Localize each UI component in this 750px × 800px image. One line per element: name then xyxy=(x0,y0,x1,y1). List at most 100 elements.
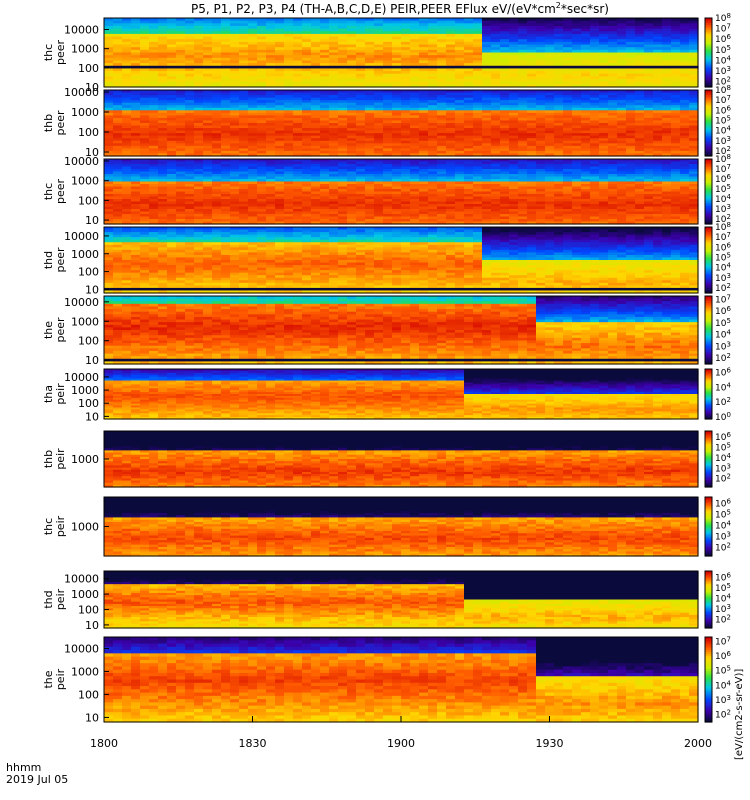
heatmap-cell xyxy=(221,18,231,22)
panel-frame xyxy=(103,17,699,88)
heatmap-cell xyxy=(302,36,312,40)
heatmap-cell xyxy=(293,33,303,38)
heatmap-cell xyxy=(518,36,528,40)
heatmap-cell xyxy=(113,133,123,137)
heatmap-cell xyxy=(599,18,609,22)
heatmap-cell xyxy=(356,31,366,35)
heatmap-cell xyxy=(581,65,591,70)
heatmap-cell xyxy=(437,81,447,85)
heatmap-cell xyxy=(644,39,654,43)
heatmap-cell xyxy=(104,125,114,129)
heatmap-cell xyxy=(491,41,501,46)
heatmap-cell xyxy=(149,52,159,56)
heatmap-cell xyxy=(203,65,213,70)
heatmap-cell xyxy=(338,55,348,59)
heatmap-cell xyxy=(221,47,231,51)
heatmap-cell xyxy=(329,23,339,27)
heatmap-cell xyxy=(185,65,195,70)
heatmap-cell xyxy=(608,20,618,24)
heatmap-cell xyxy=(185,31,195,35)
heatmap-cell xyxy=(464,63,474,67)
heatmap-cell xyxy=(113,31,123,35)
heatmap-cell xyxy=(167,73,177,77)
heatmap-cell xyxy=(626,31,636,35)
heatmap-cell xyxy=(338,18,348,22)
heatmap-cell xyxy=(176,55,186,59)
heatmap-cell xyxy=(527,73,537,77)
heatmap-cell xyxy=(599,25,609,30)
heatmap-cell xyxy=(653,47,663,51)
heatmap-cell xyxy=(437,39,447,43)
heatmap-cell xyxy=(527,41,537,46)
heatmap-cell xyxy=(113,76,123,80)
heatmap-cell xyxy=(527,49,537,54)
heatmap-cell xyxy=(293,31,303,35)
heatmap-cell xyxy=(176,18,186,22)
heatmap-cell xyxy=(113,44,123,48)
heatmap-cell xyxy=(455,60,465,64)
heatmap-cell xyxy=(248,57,258,62)
heatmap-cell xyxy=(599,76,609,80)
heatmap-cell xyxy=(158,60,168,64)
heatmap-cell xyxy=(662,41,672,46)
heatmap-cell xyxy=(509,71,519,75)
heatmap-cell xyxy=(158,79,168,83)
heatmap-cell xyxy=(248,84,258,88)
heatmap-cell xyxy=(203,81,213,85)
heatmap-cell xyxy=(185,23,195,27)
heatmap-cell xyxy=(293,76,303,80)
heatmap-cell xyxy=(581,52,591,56)
heatmap-cell xyxy=(203,68,213,72)
heatmap-cell xyxy=(437,73,447,77)
heatmap-cell xyxy=(185,33,195,38)
heatmap-cell xyxy=(365,52,375,56)
heatmap-cell xyxy=(509,23,519,27)
heatmap-cell xyxy=(455,44,465,48)
heatmap-cell xyxy=(626,49,636,54)
heatmap-cell xyxy=(320,63,330,67)
heatmap-cell xyxy=(527,63,537,67)
heatmap-cell xyxy=(374,68,384,72)
heatmap-cell xyxy=(230,60,240,64)
heatmap-cell xyxy=(104,71,114,75)
heatmap-cell xyxy=(617,68,627,72)
heatmap-cell xyxy=(671,49,681,54)
heatmap-cell xyxy=(122,117,132,122)
heatmap-cell xyxy=(626,79,636,83)
heatmap-cell xyxy=(500,39,510,43)
heatmap-cell xyxy=(302,25,312,30)
heatmap-cell xyxy=(608,33,618,38)
heatmap-cell xyxy=(563,52,573,56)
heatmap-cell xyxy=(536,55,546,59)
heatmap-cell xyxy=(347,25,357,30)
heatmap-cell xyxy=(383,76,393,80)
heatmap-cell xyxy=(293,28,303,32)
heatmap-cell xyxy=(572,25,582,30)
heatmap-cell xyxy=(401,73,411,77)
heatmap-cell xyxy=(428,39,438,43)
heatmap-cell xyxy=(392,79,402,83)
heatmap-cell xyxy=(347,31,357,35)
heatmap-cell xyxy=(662,68,672,72)
heatmap-cell xyxy=(617,81,627,85)
heatmap-cell xyxy=(689,39,699,43)
heatmap-cell xyxy=(176,73,186,77)
heatmap-cell xyxy=(419,60,429,64)
heatmap-cell xyxy=(104,133,114,137)
heatmap-cell xyxy=(113,28,123,32)
heatmap-cell xyxy=(428,33,438,38)
heatmap-cell xyxy=(617,47,627,51)
heatmap-cell xyxy=(158,52,168,56)
heatmap-cell xyxy=(311,81,321,85)
heatmap-cell xyxy=(266,20,276,24)
heatmap-cell xyxy=(590,44,600,48)
heatmap-cell xyxy=(527,25,537,30)
heatmap-cell xyxy=(356,84,366,88)
heatmap-cell xyxy=(185,73,195,77)
heatmap-cell xyxy=(158,63,168,67)
heatmap-cell xyxy=(536,28,546,32)
heatmap-cell xyxy=(689,52,699,56)
heatmap-cell xyxy=(383,47,393,51)
heatmap-cell xyxy=(365,79,375,83)
heatmap-cell xyxy=(572,36,582,40)
